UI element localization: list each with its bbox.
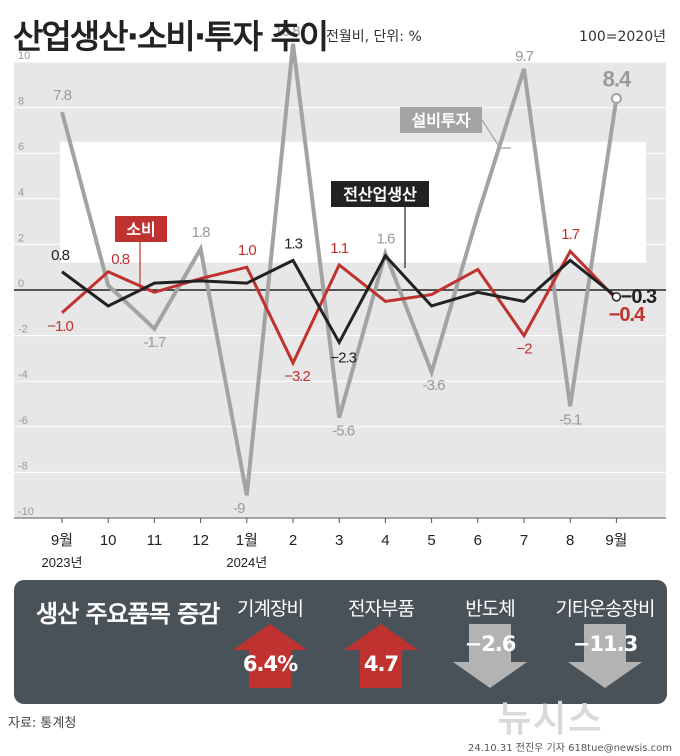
data-label-investment: -5.6 xyxy=(332,423,355,440)
data-label-investment: 1.6 xyxy=(376,231,395,248)
x-tick-label: 3 xyxy=(335,532,343,549)
item-value: −11.3 xyxy=(572,632,638,656)
chart-title: 산업생산·소비·투자 추이 xyxy=(13,17,329,56)
data-label-consumption: −0.4 xyxy=(609,304,646,326)
x-tick-label: 4 xyxy=(381,532,389,549)
watermark: 뉴시스 xyxy=(498,699,604,740)
x-tick-label: 12 xyxy=(192,532,209,549)
legend-label-investment: 설비투자 xyxy=(412,112,471,130)
y-tick-label: 0 xyxy=(18,278,24,290)
y-tick-label: -2 xyxy=(18,324,28,336)
data-label-investment: 8.4 xyxy=(603,66,632,91)
item-label: 전자부품 xyxy=(348,598,415,620)
legend-box-investment xyxy=(400,107,482,133)
item-label: 기타운송장비 xyxy=(555,598,656,620)
x-tick-label: 2 xyxy=(289,532,297,549)
data-label-production: −0.3 xyxy=(621,286,657,308)
legend-label-consumption: 소비 xyxy=(126,221,155,239)
x-tick-label: 1월 xyxy=(236,532,258,549)
data-label-consumption: 1.0 xyxy=(238,242,257,259)
series-line-production xyxy=(61,253,618,346)
item-value: 4.7 xyxy=(363,652,399,676)
x-tick-label: 9월 xyxy=(605,532,627,549)
base-year-note: 100=2020년 xyxy=(579,29,666,45)
data-label-consumption: 1.7 xyxy=(561,226,580,243)
end-marker-production xyxy=(611,292,622,302)
legend-box-production xyxy=(331,181,429,207)
series-line-investment xyxy=(60,43,619,496)
data-label-investment: -9 xyxy=(233,500,245,517)
series-line-consumption xyxy=(61,248,618,367)
legend-leader-investment xyxy=(481,119,511,149)
x-tick-label: 9월 xyxy=(51,532,73,549)
x-tick-label: 8 xyxy=(566,532,574,549)
y-tick-label: -8 xyxy=(18,460,28,472)
data-label-production: −2.3 xyxy=(330,349,356,366)
data-label-consumption: −1.0 xyxy=(47,318,73,335)
chart: 10 8 6 4 2 0 -2 -4 -6 -8 -10 9월 10 11 12 1월 2 3 4 5 6 7 8 9월 202… xyxy=(14,23,666,570)
y-tick-label: 6 xyxy=(18,141,24,153)
item-value: −2.6 xyxy=(464,632,517,656)
down-arrow-icon: −2.6 xyxy=(453,624,527,688)
x-tick-label: 10 xyxy=(100,532,117,549)
y-tick-label: -6 xyxy=(18,415,28,427)
data-label-production: 0.8 xyxy=(51,247,70,264)
data-label-investment: 9.7 xyxy=(515,48,534,65)
end-marker-investment xyxy=(610,92,622,104)
data-label-investment: -5.1 xyxy=(559,411,582,428)
up-arrow-icon: 6.4% xyxy=(233,624,307,688)
panel-title: 생산 주요품목 증감 xyxy=(36,600,220,628)
x-tick-label: 7 xyxy=(520,532,528,549)
legend-label-production: 전산업생산 xyxy=(343,186,417,204)
up-arrow-icon: 4.7 xyxy=(344,624,418,688)
item-label: 기계장비 xyxy=(237,598,304,620)
y-tick-label: 10 xyxy=(18,50,30,62)
legend-box-consumption xyxy=(115,216,167,242)
y-tick-label: -4 xyxy=(18,369,28,381)
item-label: 반도체 xyxy=(465,598,515,620)
data-label-consumption: 0.8 xyxy=(111,251,130,268)
x-tick-label: 11 xyxy=(147,532,163,549)
unit-note: 전월비, 단위: % xyxy=(326,29,422,45)
y-tick-label: -10 xyxy=(18,506,34,518)
data-label-investment: 1.8 xyxy=(192,224,211,241)
y-tick-label: 4 xyxy=(18,187,24,199)
x-tick-label: 6 xyxy=(474,532,482,549)
x-year-label: 2023년 xyxy=(42,555,83,570)
data-label-investment: -1.7 xyxy=(143,334,166,351)
data-label-investment: -3.6 xyxy=(423,377,446,394)
down-arrow-icon: −11.3 xyxy=(568,624,642,688)
data-label-consumption: −3.2 xyxy=(284,368,310,385)
y-tick-label: 2 xyxy=(18,232,24,244)
credit-note: 24.10.31 전진우 기자 618tue@newsis.com xyxy=(468,743,672,754)
y-tick-label: 8 xyxy=(18,96,24,108)
data-label-investment: 10.8 xyxy=(274,23,300,40)
x-tick-label: 5 xyxy=(427,532,435,549)
source-note: 자료: 통계청 xyxy=(8,716,77,731)
item-value: 6.4% xyxy=(242,652,298,676)
x-year-label: 2024년 xyxy=(226,555,267,570)
data-label-investment: 7.8 xyxy=(53,87,72,104)
items-panel: 생산 주요품목 증감 기계장비 6.4% 전자부품 4.7 반도체 −2.6 기타운송장비 −… xyxy=(14,580,667,704)
data-label-consumption: 1.1 xyxy=(330,240,349,257)
data-label-consumption: −2 xyxy=(516,341,532,358)
data-label-production: 1.3 xyxy=(284,235,303,252)
